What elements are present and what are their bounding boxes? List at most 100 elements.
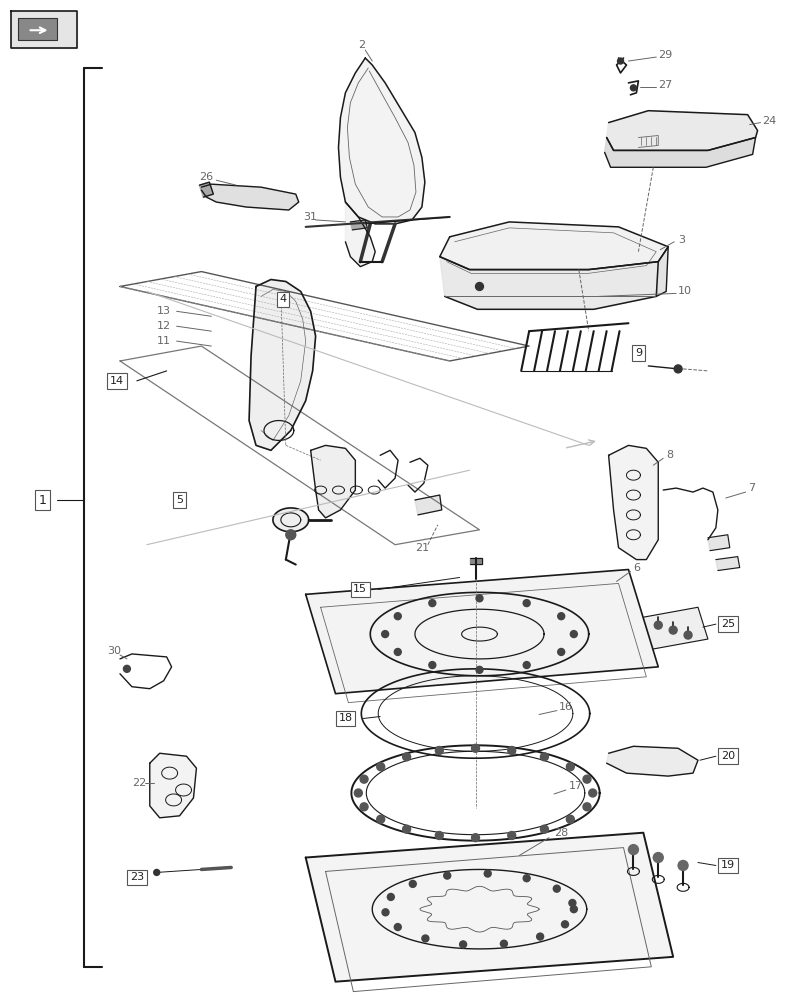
Circle shape [628, 845, 637, 855]
Circle shape [359, 803, 367, 811]
Circle shape [677, 861, 687, 870]
Polygon shape [608, 445, 658, 560]
Circle shape [376, 763, 384, 771]
Text: 6: 6 [633, 563, 640, 573]
Circle shape [569, 631, 577, 638]
Text: 9: 9 [634, 348, 642, 358]
Text: 19: 19 [720, 860, 734, 870]
Circle shape [557, 613, 564, 620]
Text: 24: 24 [762, 116, 776, 126]
Polygon shape [350, 220, 367, 230]
Text: 26: 26 [200, 172, 213, 182]
Text: 31: 31 [303, 212, 316, 222]
Text: 2: 2 [358, 40, 365, 50]
Polygon shape [305, 570, 658, 694]
Polygon shape [440, 257, 658, 309]
Circle shape [381, 631, 388, 638]
Circle shape [507, 747, 515, 754]
Text: 17: 17 [569, 781, 582, 791]
Circle shape [582, 803, 590, 811]
Circle shape [435, 747, 443, 754]
Circle shape [443, 872, 450, 879]
Polygon shape [11, 11, 77, 48]
Circle shape [475, 282, 483, 290]
Text: 27: 27 [658, 80, 672, 90]
Circle shape [565, 815, 573, 823]
Polygon shape [201, 184, 298, 210]
Circle shape [536, 933, 543, 940]
Circle shape [561, 921, 568, 928]
Circle shape [387, 893, 394, 900]
Circle shape [394, 613, 401, 620]
Text: 13: 13 [157, 306, 170, 316]
Circle shape [557, 648, 564, 655]
Circle shape [459, 941, 466, 948]
Circle shape [653, 853, 663, 863]
Polygon shape [305, 833, 672, 982]
Circle shape [582, 775, 590, 783]
Circle shape [500, 940, 507, 947]
Circle shape [617, 58, 623, 64]
FancyBboxPatch shape [18, 18, 58, 40]
Circle shape [402, 753, 410, 761]
Circle shape [471, 834, 479, 842]
Text: 22: 22 [131, 778, 146, 788]
Circle shape [507, 832, 515, 839]
Text: 25: 25 [720, 619, 734, 629]
Circle shape [522, 600, 530, 607]
Text: 11: 11 [157, 336, 170, 346]
Circle shape [673, 365, 681, 373]
Text: 21: 21 [414, 543, 428, 553]
Circle shape [428, 600, 436, 607]
Text: 14: 14 [109, 376, 124, 386]
Circle shape [428, 662, 436, 669]
Circle shape [285, 530, 295, 540]
Text: 10: 10 [677, 286, 691, 296]
Circle shape [153, 869, 160, 875]
Circle shape [552, 885, 560, 892]
Text: 23: 23 [130, 872, 144, 882]
Circle shape [654, 621, 662, 629]
Circle shape [475, 666, 483, 673]
Polygon shape [604, 137, 755, 167]
Circle shape [409, 880, 416, 887]
Circle shape [540, 753, 547, 761]
Text: 3: 3 [677, 235, 684, 245]
Text: 15: 15 [353, 584, 367, 594]
Circle shape [435, 832, 443, 839]
Circle shape [475, 595, 483, 602]
Circle shape [394, 924, 401, 931]
Circle shape [376, 815, 384, 823]
Polygon shape [469, 558, 482, 564]
Circle shape [565, 763, 573, 771]
Polygon shape [338, 58, 424, 224]
Text: 8: 8 [665, 450, 672, 460]
Polygon shape [272, 508, 308, 532]
Polygon shape [707, 535, 729, 551]
Circle shape [683, 631, 691, 639]
Polygon shape [715, 557, 739, 571]
Text: 4: 4 [279, 294, 286, 304]
Polygon shape [606, 111, 757, 150]
Circle shape [588, 789, 596, 797]
Circle shape [668, 626, 676, 634]
Circle shape [629, 85, 636, 91]
Polygon shape [249, 280, 315, 450]
Circle shape [540, 825, 547, 833]
Text: 18: 18 [338, 713, 352, 723]
Circle shape [569, 899, 575, 906]
Circle shape [394, 648, 401, 655]
Text: 1: 1 [38, 493, 46, 506]
Circle shape [354, 789, 362, 797]
Text: 16: 16 [558, 702, 573, 712]
Polygon shape [149, 753, 196, 818]
Circle shape [522, 875, 530, 882]
Text: 30: 30 [107, 646, 121, 656]
Polygon shape [311, 445, 355, 518]
Circle shape [522, 662, 530, 669]
Circle shape [381, 909, 388, 916]
Polygon shape [414, 495, 441, 515]
Circle shape [569, 906, 577, 913]
Text: 12: 12 [157, 321, 170, 331]
Circle shape [471, 744, 479, 752]
